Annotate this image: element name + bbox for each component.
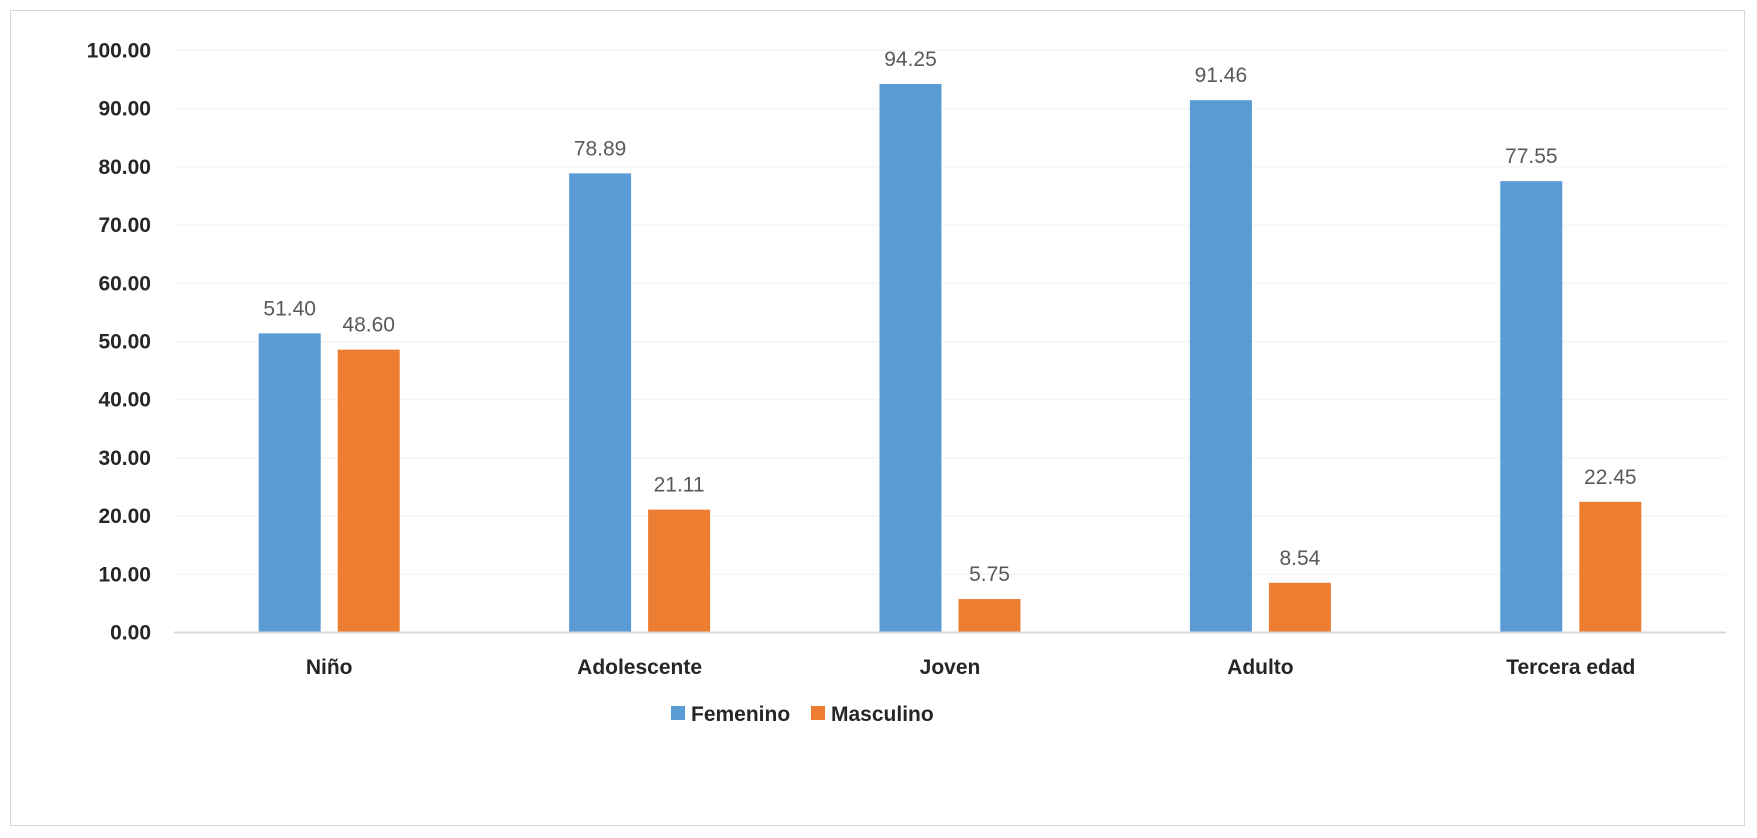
- data-label: 78.89: [574, 137, 627, 160]
- x-tick-label: Niño: [306, 656, 353, 679]
- x-axis: Niño Adolescente Joven Adulto Tercera edad: [174, 631, 1726, 679]
- y-axis: 0.00 10.00 20.00 30.00 40.00 50.00 60.00 70.00 8…: [87, 40, 151, 645]
- bars: [258, 83, 1642, 633]
- data-label: 5.75: [969, 563, 1010, 586]
- data-label: 21.11: [654, 474, 705, 497]
- legend-swatch-masculino: [811, 706, 825, 720]
- data-label: 51.40: [263, 297, 316, 320]
- x-tick-label: Adulto: [1227, 656, 1293, 679]
- y-tick-label: 30.00: [98, 447, 151, 470]
- x-tick-label: Adolescente: [577, 656, 702, 679]
- bar-masculino-0: [337, 349, 400, 633]
- y-tick-label: 20.00: [98, 505, 151, 528]
- y-tick-label: 70.00: [98, 214, 151, 237]
- y-tick-label: 60.00: [98, 272, 151, 295]
- legend-swatch-femenino: [671, 706, 685, 720]
- y-tick-label: 10.00: [98, 563, 151, 586]
- y-tick-label: 0.00: [110, 622, 151, 645]
- bar-femenino-0: [258, 333, 321, 633]
- y-tick-label: 80.00: [98, 156, 151, 179]
- legend-label-masculino: Masculino: [831, 703, 934, 726]
- x-tick-label: Tercera edad: [1506, 656, 1635, 679]
- data-label: 48.60: [342, 314, 395, 337]
- data-label: 22.45: [1584, 466, 1637, 489]
- legend: Femenino Masculino: [671, 703, 934, 726]
- bar-masculino-2: [958, 599, 1021, 633]
- y-tick-label: 100.00: [87, 40, 151, 63]
- data-label: 77.55: [1505, 145, 1558, 168]
- y-tick-label: 40.00: [98, 389, 151, 412]
- y-tick-label: 50.00: [98, 331, 151, 354]
- bar-femenino-2: [879, 83, 942, 633]
- bar-femenino-3: [1189, 100, 1252, 633]
- data-labels: 51.40 48.60 78.89 21.11 94.25 5.75 91.46 8.54 77…: [263, 48, 1636, 586]
- gridlines: [174, 50, 1726, 575]
- bar-femenino-1: [569, 173, 632, 633]
- bar-femenino-4: [1500, 181, 1563, 633]
- data-label: 8.54: [1279, 547, 1320, 570]
- bar-chart: 0.00 10.00 20.00 30.00 40.00 50.00 60.00 70.00 8…: [87, 40, 1726, 726]
- chart-frame: 0.00 10.00 20.00 30.00 40.00 50.00 60.00 70.00 8…: [10, 10, 1745, 826]
- data-label: 91.46: [1195, 64, 1248, 87]
- data-label: 94.25: [884, 48, 937, 71]
- bar-masculino-1: [648, 509, 711, 633]
- y-tick-label: 90.00: [98, 98, 151, 121]
- x-tick-label: Joven: [920, 656, 981, 679]
- legend-label-femenino: Femenino: [691, 703, 790, 726]
- bar-masculino-3: [1268, 582, 1331, 633]
- bar-masculino-4: [1579, 501, 1642, 633]
